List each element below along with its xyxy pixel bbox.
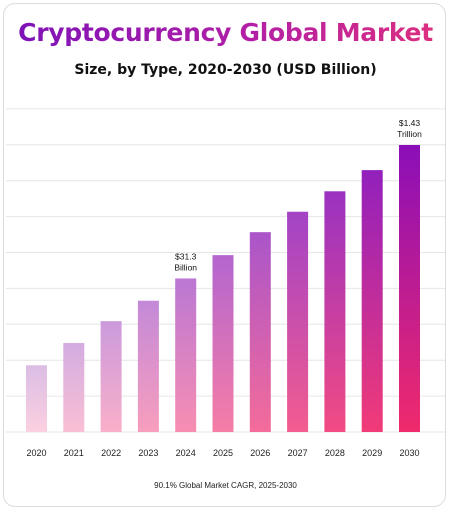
chart-title: Cryptocurrency Global Market [0, 18, 451, 47]
cagr-footnote: 90.1% Global Market CAGR, 2025-2030 [154, 481, 297, 490]
bar-2024 [175, 278, 197, 432]
bar-2020 [26, 365, 47, 432]
bar-2027 [287, 211, 309, 432]
x-tick-label: 2022 [101, 448, 121, 458]
x-tick-label: 2025 [213, 448, 233, 458]
bar-2028 [324, 191, 346, 432]
x-tick-label: 2021 [64, 448, 84, 458]
chart-subtitle: Size, by Type, 2020-2030 (USD Billion) [74, 62, 377, 78]
x-tick-label: 2027 [288, 448, 308, 458]
bar-2022 [100, 321, 122, 432]
bar-2030 [399, 145, 420, 432]
bar-2023 [137, 300, 159, 432]
x-tick-label: 2029 [362, 448, 382, 458]
bar-2021 [63, 343, 85, 432]
x-tick-label: 2023 [138, 448, 158, 458]
bar-2026 [249, 232, 271, 432]
x-tick-label: 2028 [325, 448, 345, 458]
x-tick-label: 2030 [399, 448, 419, 458]
annotation-label: $31.3 Billion [174, 251, 197, 272]
x-tick-label: 2026 [250, 448, 270, 458]
bar-2029 [361, 170, 383, 433]
bar-2025 [212, 255, 234, 432]
x-tick-label: 2024 [176, 448, 196, 458]
x-tick-label: 2020 [26, 448, 46, 458]
tick-labels: 2020 2021 2022 2023 2024 2025 2026 2027 2028 2029… [26, 448, 419, 458]
bars [26, 145, 420, 433]
annotations: $31.3 Billion $1.43 Trillion [174, 118, 422, 272]
annotation-label: $1.43 Trillion [397, 118, 422, 139]
